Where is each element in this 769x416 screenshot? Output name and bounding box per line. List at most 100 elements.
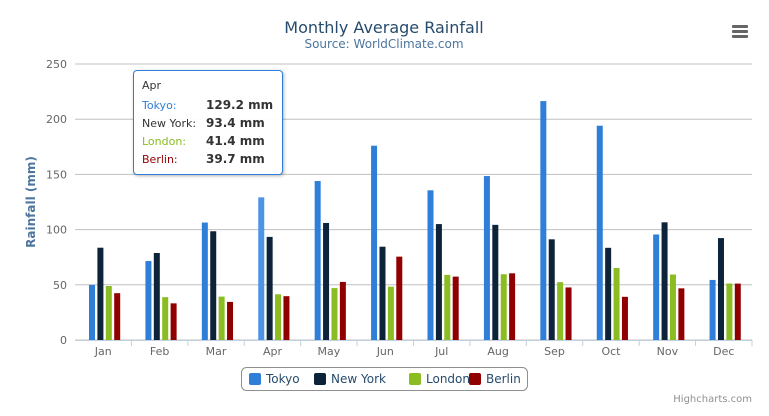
bar-new-york-feb[interactable] bbox=[153, 253, 160, 340]
y-tick-label: 250 bbox=[46, 58, 67, 71]
tooltip: Apr Tokyo: 129.2 mm New York: 93.4 mm London… bbox=[133, 70, 283, 175]
bar-berlin-jun[interactable] bbox=[396, 256, 403, 340]
legend-item-london[interactable]: London bbox=[409, 372, 470, 386]
legend-box bbox=[241, 367, 528, 391]
tooltip-value: 129.2 mm bbox=[206, 98, 274, 112]
bar-tokyo-oct[interactable] bbox=[596, 125, 603, 341]
bar-new-york-jul[interactable] bbox=[435, 224, 442, 340]
tooltip-series-name: New York: bbox=[142, 116, 197, 130]
bar-new-york-sep[interactable] bbox=[548, 239, 555, 340]
bar-new-york-jun[interactable] bbox=[379, 246, 386, 340]
x-tick-label: Jul bbox=[434, 345, 448, 358]
tooltip-row: Tokyo: 129.2 mm bbox=[142, 96, 274, 114]
bar-london-apr[interactable] bbox=[275, 294, 282, 340]
bar-berlin-sep[interactable] bbox=[565, 287, 572, 340]
tooltip-value: 93.4 mm bbox=[206, 116, 265, 130]
legend-item-berlin[interactable]: Berlin bbox=[469, 372, 521, 386]
bar-london-oct[interactable] bbox=[613, 268, 620, 340]
legend-item-tokyo[interactable]: Tokyo bbox=[249, 372, 300, 386]
x-tick-label: Dec bbox=[713, 345, 734, 358]
chart-title: Monthly Average Rainfall bbox=[284, 18, 483, 37]
bar-new-york-aug[interactable] bbox=[492, 224, 499, 340]
tooltip-series-name: Berlin: bbox=[142, 152, 178, 166]
chart-subtitle: Source: WorldClimate.com bbox=[304, 37, 463, 51]
legend-label: Berlin bbox=[486, 372, 521, 386]
x-tick-label: Jan bbox=[94, 345, 112, 358]
bar-new-york-mar[interactable] bbox=[210, 231, 217, 340]
y-tick-label: 100 bbox=[46, 224, 67, 237]
bar-tokyo-jan[interactable] bbox=[89, 284, 95, 340]
bar-tokyo-mar[interactable] bbox=[201, 222, 208, 340]
y-axis-title: Rainfall (mm) bbox=[24, 156, 38, 248]
bar-berlin-jan[interactable] bbox=[114, 293, 121, 340]
legend-symbol bbox=[314, 373, 326, 385]
bar-tokyo-aug[interactable] bbox=[483, 176, 490, 340]
legend-symbol bbox=[469, 373, 481, 385]
bar-london-feb[interactable] bbox=[162, 297, 169, 340]
y-tick-label: 200 bbox=[46, 113, 67, 126]
bar-new-york-oct[interactable] bbox=[605, 247, 612, 340]
bar-london-may[interactable] bbox=[331, 288, 338, 340]
bar-berlin-mar[interactable] bbox=[227, 301, 234, 340]
x-tick-label: Apr bbox=[263, 345, 283, 358]
x-tick-label: Aug bbox=[487, 345, 508, 358]
bar-london-mar[interactable] bbox=[218, 296, 225, 340]
bar-tokyo-jun[interactable] bbox=[371, 145, 378, 340]
legend-symbol bbox=[249, 373, 261, 385]
bar-tokyo-dec[interactable] bbox=[709, 279, 716, 340]
bar-berlin-may[interactable] bbox=[339, 281, 346, 340]
x-tick-label: Oct bbox=[601, 345, 621, 358]
tooltip-value: 39.7 mm bbox=[206, 152, 265, 166]
hamburger-menu-icon bbox=[732, 25, 748, 38]
legend-label: Tokyo bbox=[265, 372, 300, 386]
tooltip-series-name: London: bbox=[142, 134, 187, 148]
credits-link[interactable]: Highcharts.com bbox=[673, 394, 752, 405]
legend: Tokyo New York London Berlin bbox=[241, 367, 528, 391]
x-tick-label: Feb bbox=[150, 345, 169, 358]
tooltip-series-name: Tokyo: bbox=[142, 98, 177, 112]
tooltip-value: 41.4 mm bbox=[206, 134, 265, 148]
bar-london-jul[interactable] bbox=[444, 274, 451, 340]
bar-berlin-apr[interactable] bbox=[283, 296, 290, 340]
bar-new-york-apr[interactable] bbox=[266, 236, 273, 340]
bar-berlin-oct[interactable] bbox=[621, 296, 628, 340]
bar-new-york-jan[interactable] bbox=[97, 247, 104, 340]
x-tick-label: May bbox=[318, 345, 341, 358]
bar-tokyo-feb[interactable] bbox=[145, 261, 152, 340]
y-tick-label: 50 bbox=[53, 279, 67, 292]
bar-berlin-jul[interactable] bbox=[452, 276, 459, 340]
legend-label: London bbox=[426, 372, 470, 386]
bar-berlin-feb[interactable] bbox=[170, 303, 177, 340]
bar-london-aug[interactable] bbox=[500, 274, 507, 340]
tooltip-row: Berlin: 39.7 mm bbox=[142, 150, 274, 168]
bar-london-sep[interactable] bbox=[557, 282, 564, 340]
x-tick-label: Nov bbox=[657, 345, 679, 358]
bar-new-york-dec[interactable] bbox=[717, 238, 724, 340]
tooltip-row: London: 41.4 mm bbox=[142, 132, 274, 150]
bar-new-york-nov[interactable] bbox=[661, 222, 668, 340]
x-tick-label: Mar bbox=[206, 345, 227, 358]
bar-berlin-dec[interactable] bbox=[734, 283, 741, 340]
bar-tokyo-jul[interactable] bbox=[427, 190, 434, 340]
bar-tokyo-nov[interactable] bbox=[653, 234, 660, 340]
legend-item-new-york[interactable]: New York bbox=[314, 372, 386, 386]
bar-new-york-may[interactable] bbox=[323, 222, 330, 340]
menu-button[interactable] bbox=[728, 20, 752, 40]
x-tick-label: Sep bbox=[544, 345, 565, 358]
bar-tokyo-sep[interactable] bbox=[540, 101, 547, 341]
bar-london-jan[interactable] bbox=[105, 286, 112, 340]
x-tick-label: Jun bbox=[376, 345, 394, 358]
bar-london-dec[interactable] bbox=[726, 283, 733, 340]
bar-tokyo-apr[interactable] bbox=[258, 197, 265, 340]
y-tick-label: 0 bbox=[60, 334, 67, 347]
bar-london-nov[interactable] bbox=[669, 274, 676, 340]
bar-berlin-nov[interactable] bbox=[678, 288, 685, 340]
tooltip-row: New York: 93.4 mm bbox=[142, 114, 274, 132]
bar-berlin-aug[interactable] bbox=[509, 273, 516, 340]
legend-symbol bbox=[409, 373, 421, 385]
bar-london-jun[interactable] bbox=[387, 286, 394, 340]
bar-tokyo-may[interactable] bbox=[314, 181, 321, 340]
y-tick-label: 150 bbox=[46, 168, 67, 181]
